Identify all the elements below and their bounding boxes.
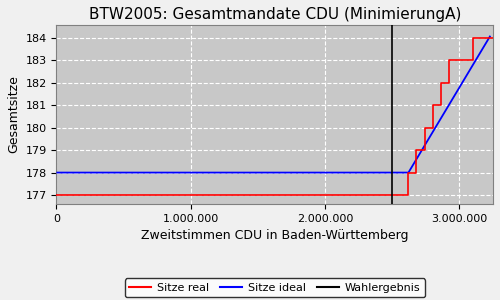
Title: BTW2005: Gesamtmandate CDU (MinimierungA): BTW2005: Gesamtmandate CDU (MinimierungA…	[88, 7, 461, 22]
Legend: Sitze real, Sitze ideal, Wahlergebnis: Sitze real, Sitze ideal, Wahlergebnis	[124, 278, 425, 297]
X-axis label: Zweitstimmen CDU in Baden-Württemberg: Zweitstimmen CDU in Baden-Württemberg	[141, 229, 408, 242]
Y-axis label: Gesamtsitze: Gesamtsitze	[7, 75, 20, 153]
